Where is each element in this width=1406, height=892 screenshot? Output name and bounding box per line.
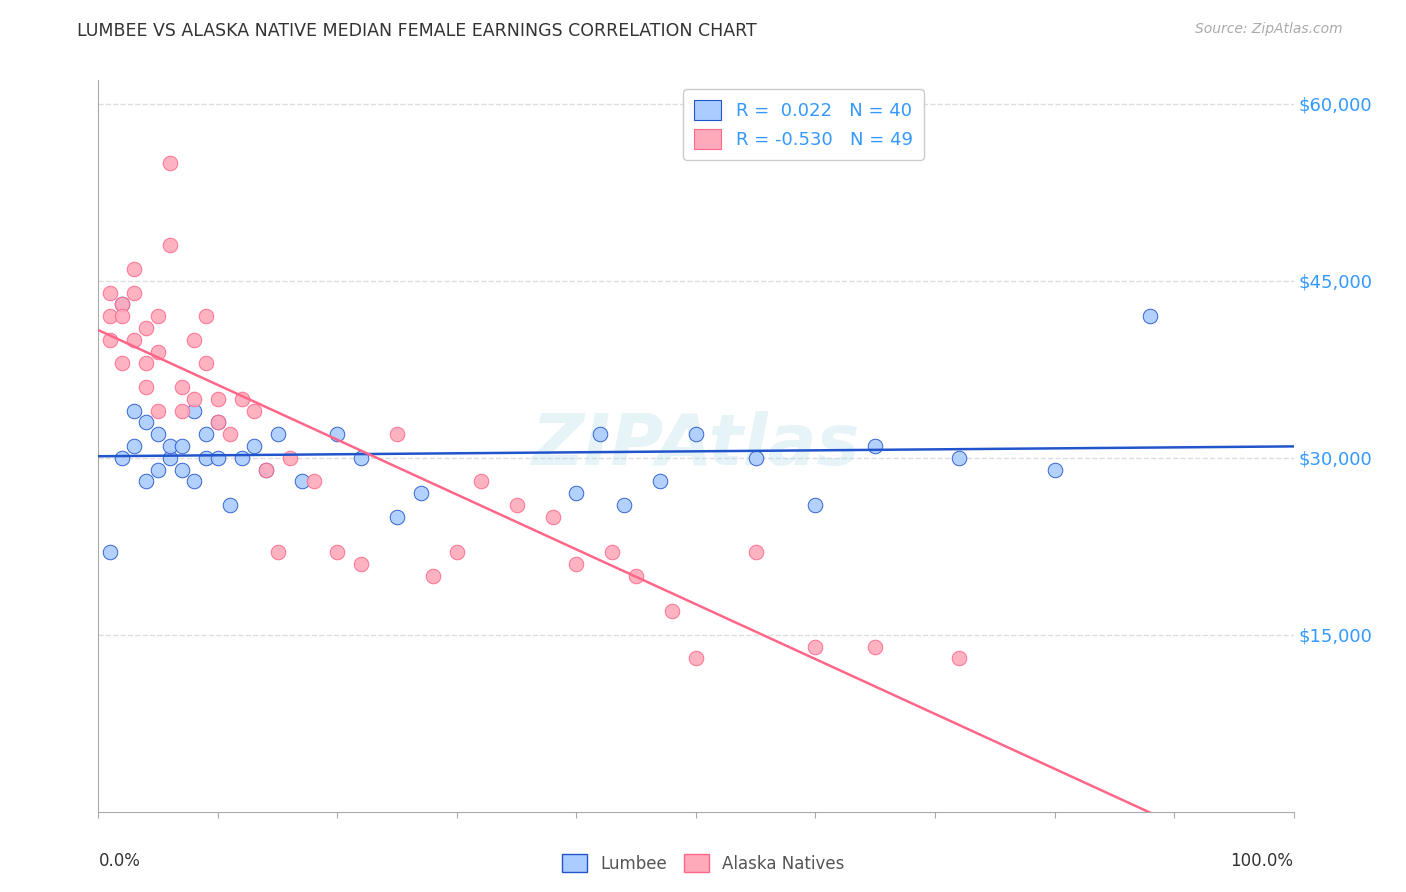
Point bbox=[231, 392, 253, 406]
Point bbox=[648, 475, 672, 489]
Text: LUMBEE VS ALASKA NATIVE MEDIAN FEMALE EARNINGS CORRELATION CHART: LUMBEE VS ALASKA NATIVE MEDIAN FEMALE EA… bbox=[77, 22, 756, 40]
Point bbox=[446, 545, 468, 559]
Point bbox=[948, 450, 970, 465]
Point bbox=[159, 439, 181, 453]
Point bbox=[350, 557, 373, 571]
Point bbox=[111, 297, 134, 311]
Point bbox=[278, 450, 301, 465]
Point bbox=[661, 604, 683, 618]
Point bbox=[565, 557, 588, 571]
Point bbox=[411, 486, 433, 500]
Point bbox=[172, 380, 194, 394]
Point bbox=[148, 427, 170, 442]
Point bbox=[243, 439, 266, 453]
Legend: R =  0.022   N = 40, R = -0.530   N = 49: R = 0.022 N = 40, R = -0.530 N = 49 bbox=[683, 89, 924, 160]
Point bbox=[135, 356, 157, 370]
Point bbox=[111, 310, 134, 324]
Point bbox=[111, 356, 134, 370]
Point bbox=[124, 439, 146, 453]
Point bbox=[172, 462, 194, 476]
Point bbox=[804, 640, 827, 654]
Point bbox=[865, 439, 887, 453]
Point bbox=[326, 427, 349, 442]
Point bbox=[243, 403, 266, 417]
Point bbox=[422, 568, 444, 582]
Text: ZIPAtlas: ZIPAtlas bbox=[531, 411, 860, 481]
Point bbox=[385, 509, 409, 524]
Point bbox=[626, 568, 648, 582]
Point bbox=[159, 450, 181, 465]
Point bbox=[148, 344, 170, 359]
Point bbox=[135, 475, 157, 489]
Point bbox=[267, 427, 290, 442]
Point bbox=[98, 333, 122, 347]
Point bbox=[111, 450, 134, 465]
Point bbox=[172, 439, 194, 453]
Point bbox=[159, 238, 181, 252]
Point bbox=[207, 392, 229, 406]
Point bbox=[148, 310, 170, 324]
Point bbox=[148, 462, 170, 476]
Point bbox=[183, 392, 205, 406]
Legend: Lumbee, Alaska Natives: Lumbee, Alaska Natives bbox=[555, 847, 851, 880]
Point bbox=[124, 403, 146, 417]
Point bbox=[470, 475, 492, 489]
Point bbox=[350, 450, 373, 465]
Point bbox=[98, 545, 122, 559]
Point bbox=[613, 498, 636, 512]
Point bbox=[231, 450, 253, 465]
Point bbox=[948, 651, 970, 665]
Point bbox=[183, 333, 205, 347]
Point bbox=[326, 545, 349, 559]
Point bbox=[745, 545, 768, 559]
Point bbox=[172, 403, 194, 417]
Text: 0.0%: 0.0% bbox=[98, 852, 141, 870]
Point bbox=[1139, 310, 1161, 324]
Point bbox=[195, 450, 218, 465]
Point bbox=[183, 403, 205, 417]
Point bbox=[385, 427, 409, 442]
Point bbox=[98, 285, 122, 300]
Point bbox=[804, 498, 827, 512]
Point bbox=[1043, 462, 1066, 476]
Point bbox=[254, 462, 277, 476]
Point bbox=[135, 380, 157, 394]
Point bbox=[254, 462, 277, 476]
Point bbox=[302, 475, 325, 489]
Point bbox=[219, 427, 242, 442]
Point bbox=[589, 427, 612, 442]
Point bbox=[685, 651, 707, 665]
Point bbox=[541, 509, 564, 524]
Point bbox=[135, 321, 157, 335]
Point bbox=[207, 416, 229, 430]
Point bbox=[124, 333, 146, 347]
Point bbox=[207, 450, 229, 465]
Point bbox=[159, 156, 181, 170]
Point bbox=[111, 297, 134, 311]
Point bbox=[685, 427, 707, 442]
Point bbox=[135, 416, 157, 430]
Point bbox=[267, 545, 290, 559]
Point bbox=[865, 640, 887, 654]
Point bbox=[124, 262, 146, 277]
Point bbox=[745, 450, 768, 465]
Point bbox=[124, 285, 146, 300]
Point bbox=[219, 498, 242, 512]
Text: 100.0%: 100.0% bbox=[1230, 852, 1294, 870]
Point bbox=[195, 310, 218, 324]
Point bbox=[195, 427, 218, 442]
Point bbox=[183, 475, 205, 489]
Point bbox=[565, 486, 588, 500]
Point bbox=[195, 356, 218, 370]
Point bbox=[602, 545, 624, 559]
Point bbox=[207, 416, 229, 430]
Point bbox=[506, 498, 529, 512]
Point bbox=[98, 310, 122, 324]
Point bbox=[148, 403, 170, 417]
Text: Source: ZipAtlas.com: Source: ZipAtlas.com bbox=[1195, 22, 1343, 37]
Point bbox=[291, 475, 314, 489]
